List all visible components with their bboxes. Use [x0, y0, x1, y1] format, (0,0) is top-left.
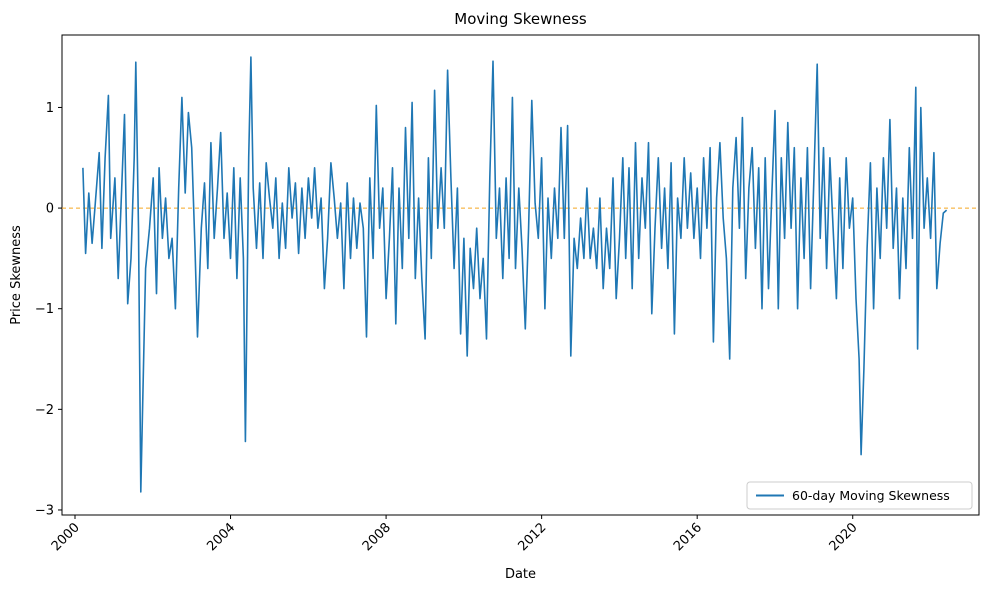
y-tick-label: 0: [46, 202, 54, 217]
x-tick-label: 2000: [49, 520, 83, 554]
x-axis-label: Date: [505, 567, 536, 582]
x-tick-label: 2020: [827, 520, 861, 554]
y-tick-label: −2: [35, 403, 54, 418]
y-tick-label: 1: [46, 101, 54, 116]
legend-box: [746, 481, 973, 510]
chart-title: Moving Skewness: [454, 10, 587, 28]
x-tick-label: 2004: [204, 520, 238, 554]
legend: 60-day Moving Skewness: [746, 481, 973, 510]
x-tick-label: 2012: [515, 520, 549, 554]
y-axis-ticks: 1 0 −1 −2 −3: [35, 101, 62, 518]
legend-label: 60-day Moving Skewness: [792, 488, 950, 503]
y-axis-label: Price Skewness: [9, 225, 24, 325]
x-tick-label: 2016: [671, 520, 705, 554]
plot-area: [61, 34, 980, 516]
y-tick-label: −3: [35, 503, 54, 518]
series-line-0: [82, 56, 948, 493]
x-tick-label: 2008: [360, 520, 394, 554]
series-layer: [82, 56, 948, 493]
y-tick-label: −1: [35, 302, 54, 317]
axes-frame: [61, 34, 980, 516]
x-axis-ticks: 2000 2004 2008 2012 2016 2020: [49, 515, 861, 554]
